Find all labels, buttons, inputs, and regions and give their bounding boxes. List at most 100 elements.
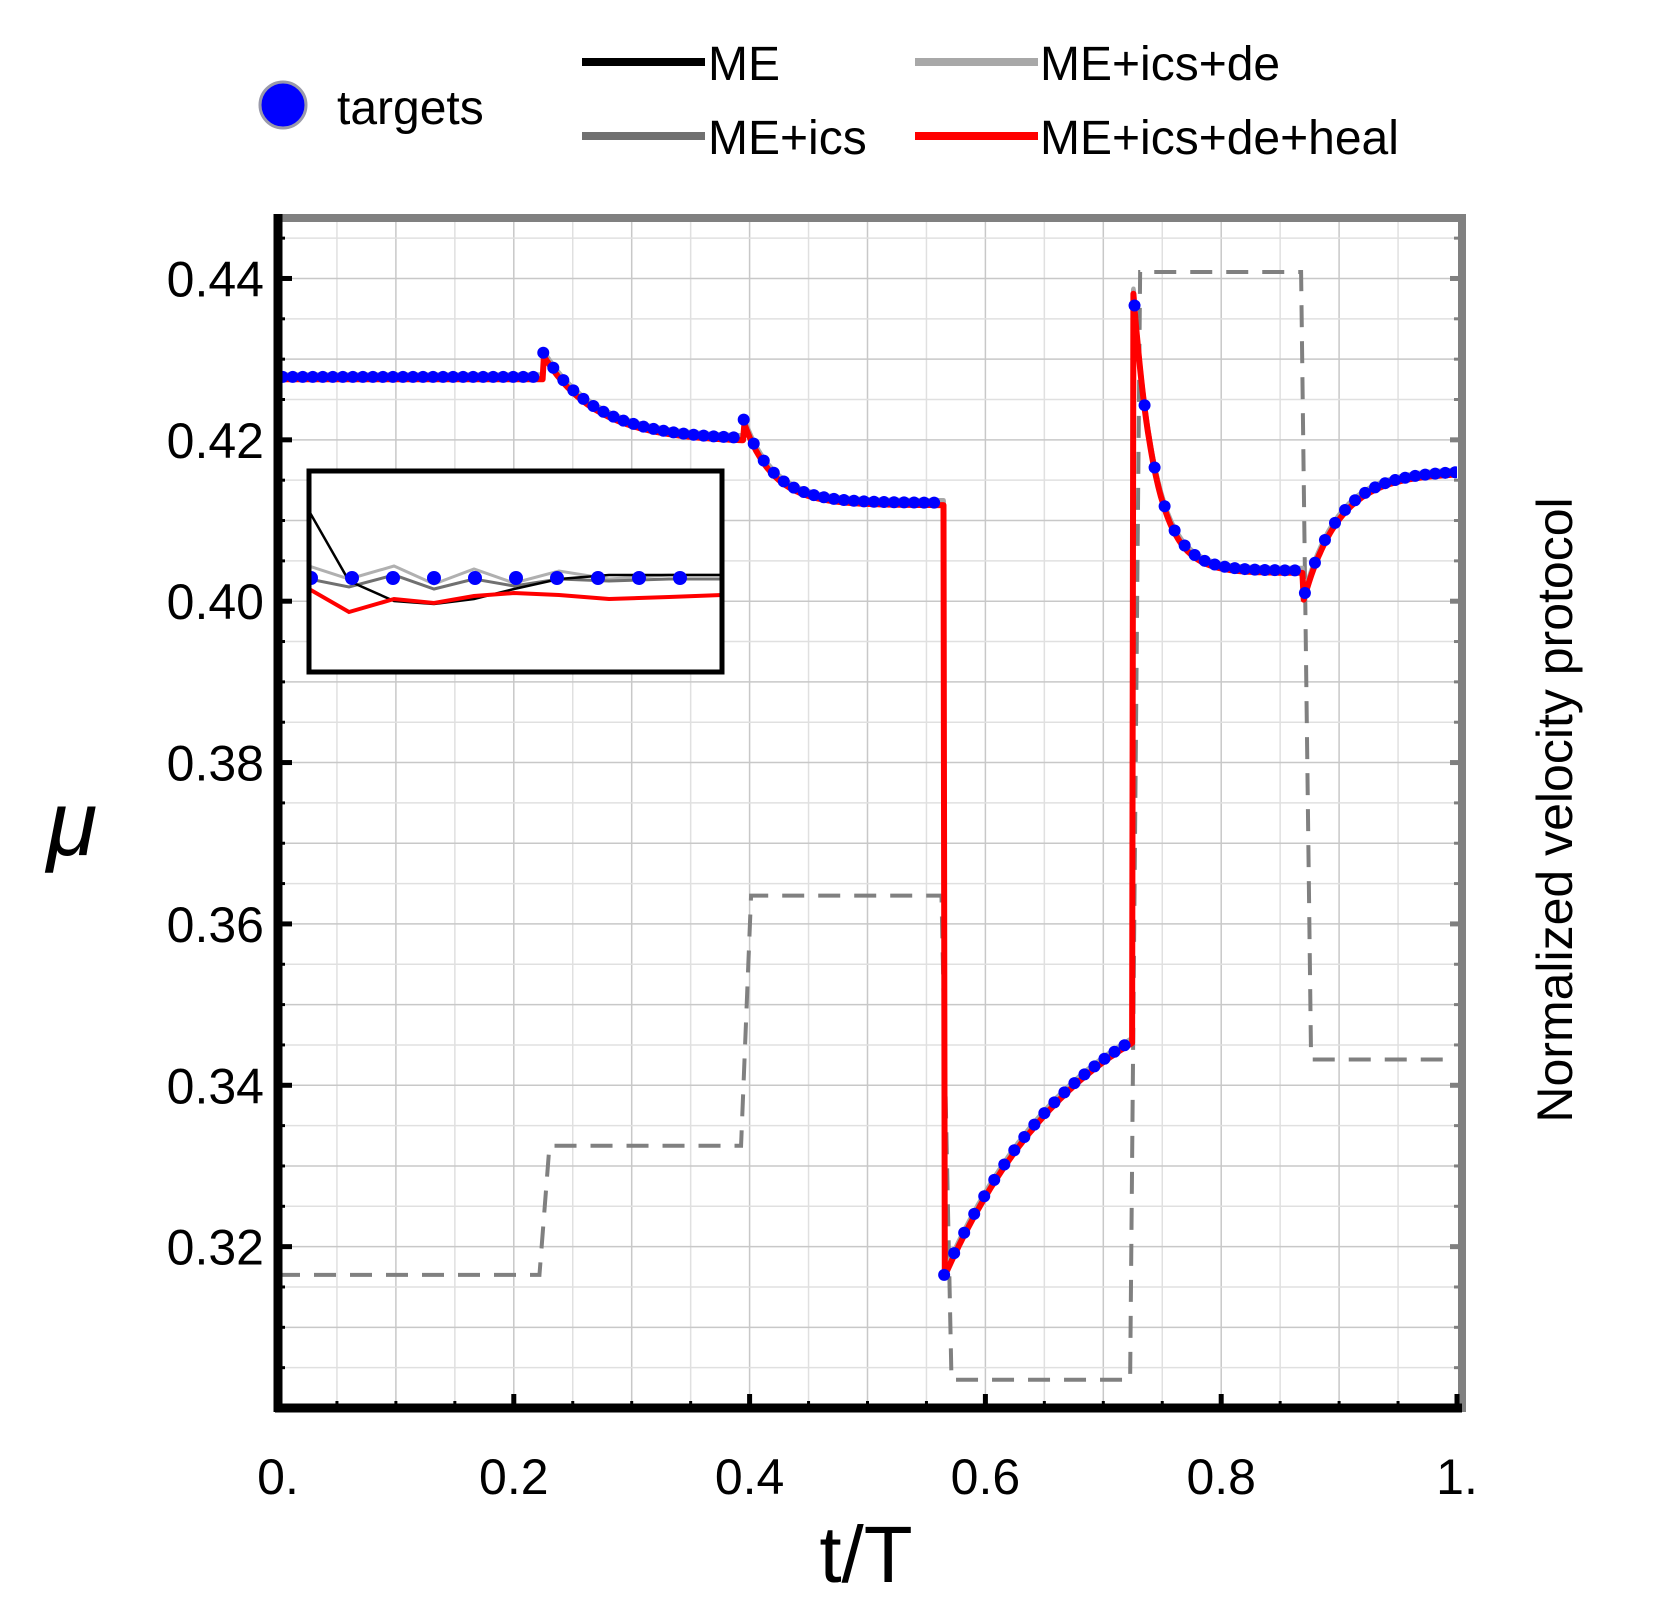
inset-target-point [550, 571, 564, 585]
target-point [697, 429, 710, 442]
target-point [1158, 500, 1171, 513]
target-point [547, 361, 560, 374]
x-tick-label: 0.6 [951, 1449, 1021, 1505]
target-point [1409, 469, 1422, 482]
y-tick-label: 0.32 [167, 1220, 264, 1276]
target-point [1439, 466, 1452, 479]
inset-border [306, 468, 725, 675]
target-point [1419, 468, 1432, 481]
target-point [827, 492, 840, 505]
target-point [867, 495, 880, 508]
target-point [1138, 399, 1151, 412]
target-point [1088, 1060, 1101, 1073]
inset-panel [306, 468, 725, 675]
target-point [1248, 563, 1261, 576]
inset-content [309, 510, 722, 615]
target-point [637, 420, 650, 433]
target-point [487, 370, 500, 383]
target-point [336, 370, 349, 383]
target-point [1198, 554, 1211, 567]
target-point [1148, 461, 1161, 474]
target-point [296, 370, 309, 383]
target-point [948, 1247, 961, 1260]
target-point [617, 414, 630, 427]
target-point [707, 430, 720, 443]
target-point [878, 496, 891, 509]
target-point [1298, 587, 1311, 600]
legend: targets ME ME+ics ME+ics+de ME+ics+de+he… [258, 38, 1399, 165]
target-point [978, 1190, 991, 1203]
target-point [737, 413, 750, 426]
targets-layer [278, 299, 1457, 1281]
target-point [1028, 1118, 1041, 1131]
target-point [767, 466, 780, 479]
target-point [847, 494, 860, 507]
target-point [346, 370, 359, 383]
target-point [797, 485, 810, 498]
target-point [968, 1207, 981, 1220]
target-point [988, 1173, 1001, 1186]
target-point [1218, 560, 1231, 573]
target-point [908, 496, 921, 509]
target-point [1238, 563, 1251, 576]
target-point [1359, 486, 1372, 499]
legend-label-me: ME [708, 38, 780, 91]
inset-target-point [345, 571, 359, 585]
target-point [1118, 1039, 1131, 1052]
legend-label-me-ics: ME+ics [708, 112, 867, 165]
ticks: 0. 0.2 0.4 0.6 0.8 1. 0.32 0.34 0.36 0.38 0.40 0.42… [167, 236, 1478, 1505]
target-point [1268, 564, 1281, 577]
target-point [427, 370, 440, 383]
target-point [657, 424, 670, 437]
target-point [1018, 1131, 1031, 1144]
target-point [417, 370, 430, 383]
target-point [1389, 474, 1402, 487]
target-point [1068, 1077, 1081, 1090]
target-point [467, 370, 480, 383]
target-point [1188, 548, 1201, 561]
target-point [627, 417, 640, 430]
target-point [717, 430, 730, 443]
target-point [567, 384, 580, 397]
target-point [757, 454, 770, 467]
target-point [437, 370, 450, 383]
target-point [1399, 471, 1412, 484]
target-point [928, 496, 941, 509]
target-point [1098, 1052, 1111, 1065]
y-tick-label: 0.38 [167, 736, 264, 792]
legend-label-me-ics-de-heal: ME+ics+de+heal [1040, 112, 1399, 165]
target-point [1449, 466, 1457, 479]
target-point [477, 370, 490, 383]
inset-series-me-ics-de-heal [309, 587, 722, 615]
target-point [998, 1158, 1011, 1171]
inset-target-point [673, 571, 687, 585]
target-point [597, 405, 610, 418]
target-point [1008, 1144, 1021, 1157]
target-point [1228, 562, 1241, 575]
x-tick-label: 0. [257, 1449, 299, 1505]
target-point [1379, 477, 1392, 490]
grid [278, 222, 1457, 1408]
target-point [958, 1226, 971, 1239]
inset-target-point [509, 571, 523, 585]
x-tick-label: 1. [1436, 1449, 1478, 1505]
target-point [517, 370, 530, 383]
target-point [888, 496, 901, 509]
target-point [1048, 1096, 1061, 1109]
target-point [837, 493, 850, 506]
inset-target-point [632, 571, 646, 585]
legend-marker-targets [258, 80, 308, 130]
target-point [857, 495, 870, 508]
target-point [918, 496, 931, 509]
target-point [1308, 556, 1321, 569]
target-point [406, 370, 419, 383]
x-tick-label: 0.2 [479, 1449, 549, 1505]
y-tick-label: 0.34 [167, 1058, 264, 1114]
plot-frame [273, 214, 1466, 1413]
target-point [677, 427, 690, 440]
target-point [1278, 564, 1291, 577]
target-point [527, 370, 540, 383]
inset-target-point [468, 571, 482, 585]
x-tick-label: 0.8 [1186, 1449, 1256, 1505]
